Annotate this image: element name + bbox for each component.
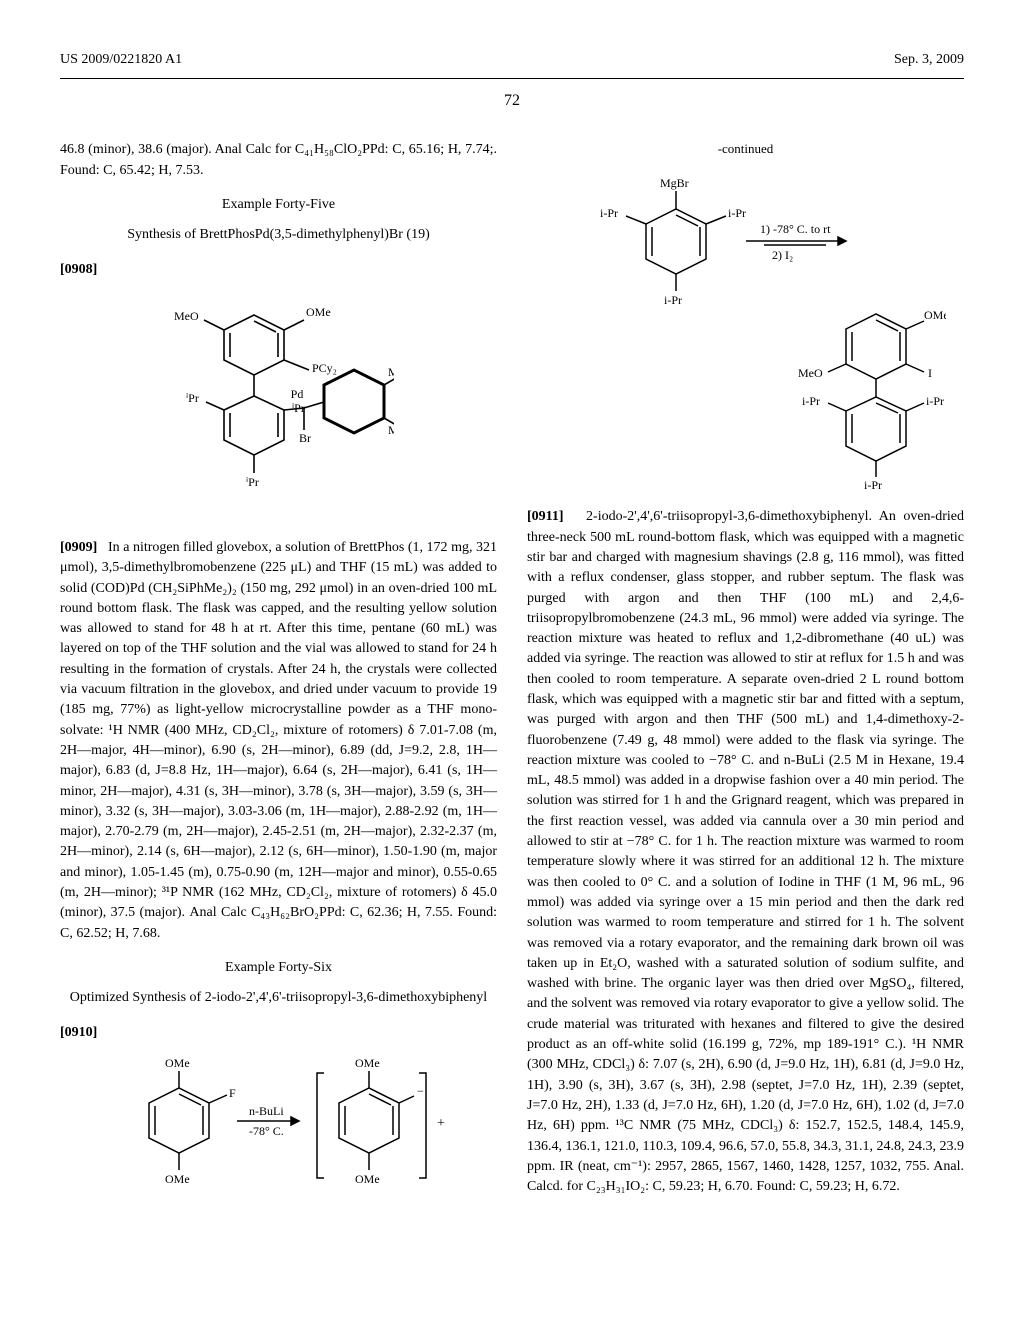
svg-text:Pd: Pd <box>290 387 303 401</box>
svg-text:OMe: OMe <box>306 305 331 319</box>
svg-text:n-BuLi: n-BuLi <box>249 1104 284 1118</box>
svg-text:ⁱPr: ⁱPr <box>186 391 199 405</box>
svg-text:I: I <box>928 366 932 380</box>
para-0910: [0910] <box>60 1025 97 1040</box>
page-header: US 2009/0221820 A1 Sep. 3, 2009 <box>60 50 964 70</box>
right-column: -continued <box>527 140 964 1225</box>
svg-text:i-Pr: i-Pr <box>864 478 882 489</box>
two-column-layout: 46.8 (minor), 38.6 (major). Anal Calc fo… <box>60 140 964 1225</box>
svg-text:i-Pr: i-Pr <box>802 394 820 408</box>
para-0911-num: [0911] <box>527 509 564 524</box>
example-45-title: Example Forty-Five <box>60 195 497 215</box>
svg-text:+: + <box>437 1116 445 1131</box>
svg-text:OMe: OMe <box>355 1056 380 1070</box>
para-0911-body: 2-iodo-2',4',6'-triisopropyl-3,6-dimetho… <box>527 509 964 1194</box>
structure-scheme-right: MgBr i-Pr i-Pr i-Pr 1) -78° C. to rt 2) … <box>527 169 964 489</box>
structure-scheme-left: OMe OMe F n-BuLi -78° C. OMe OMe − + <box>60 1053 497 1208</box>
example-46-subtitle: Optimized Synthesis of 2-iodo-2',4',6'-t… <box>60 988 497 1008</box>
svg-text:ⁱPr: ⁱPr <box>292 401 305 415</box>
svg-text:1) -78° C. to rt: 1) -78° C. to rt <box>760 222 831 236</box>
para-0909-num: [0909] <box>60 540 97 555</box>
svg-text:−: − <box>417 1084 424 1098</box>
svg-text:i-Pr: i-Pr <box>664 293 682 307</box>
svg-text:PCy₂: PCy₂ <box>312 361 337 375</box>
left-column: 46.8 (minor), 38.6 (major). Anal Calc fo… <box>60 140 497 1225</box>
para-0909-body: In a nitrogen filled glovebox, a solutio… <box>60 540 497 941</box>
svg-text:i-Pr: i-Pr <box>600 206 618 220</box>
para-0911: [0911] 2-iodo-2',4',6'-triisopropyl-3,6-… <box>527 507 964 1197</box>
svg-text:i-Pr: i-Pr <box>926 394 944 408</box>
svg-text:-78° C.: -78° C. <box>249 1124 284 1138</box>
structure-19: OMe MeO PCy₂ ⁱPr ⁱPr ⁱPr Pd Br Me Me <box>60 290 497 520</box>
svg-text:OMe: OMe <box>165 1172 190 1186</box>
para-0908: [0908] <box>60 262 97 277</box>
svg-text:F: F <box>229 1086 236 1100</box>
svg-text:i-Pr: i-Pr <box>728 206 746 220</box>
svg-text:2) I₂: 2) I₂ <box>772 248 793 262</box>
example-46-title: Example Forty-Six <box>60 958 497 978</box>
svg-text:MgBr: MgBr <box>660 176 689 190</box>
publication-number: US 2009/0221820 A1 <box>60 50 182 70</box>
svg-text:OMe: OMe <box>355 1172 380 1186</box>
para-0909: [0909] In a nitrogen filled glovebox, a … <box>60 538 497 944</box>
page-number: 72 <box>60 89 964 112</box>
intro-line: 46.8 (minor), 38.6 (major). Anal Calc fo… <box>60 140 497 181</box>
publication-date: Sep. 3, 2009 <box>894 50 964 70</box>
svg-text:OMe: OMe <box>165 1056 190 1070</box>
svg-text:Me: Me <box>388 423 394 437</box>
example-45-subtitle: Synthesis of BrettPhosPd(3,5-dimethylphe… <box>60 225 497 245</box>
svg-text:Br: Br <box>299 431 311 445</box>
continued-label: -continued <box>527 140 964 159</box>
svg-text:OMe: OMe <box>924 308 946 322</box>
header-rule <box>60 78 964 79</box>
svg-text:MeO: MeO <box>798 366 823 380</box>
svg-text:Me: Me <box>388 365 394 379</box>
svg-text:ⁱPr: ⁱPr <box>246 475 259 489</box>
svg-text:MeO: MeO <box>174 309 199 323</box>
